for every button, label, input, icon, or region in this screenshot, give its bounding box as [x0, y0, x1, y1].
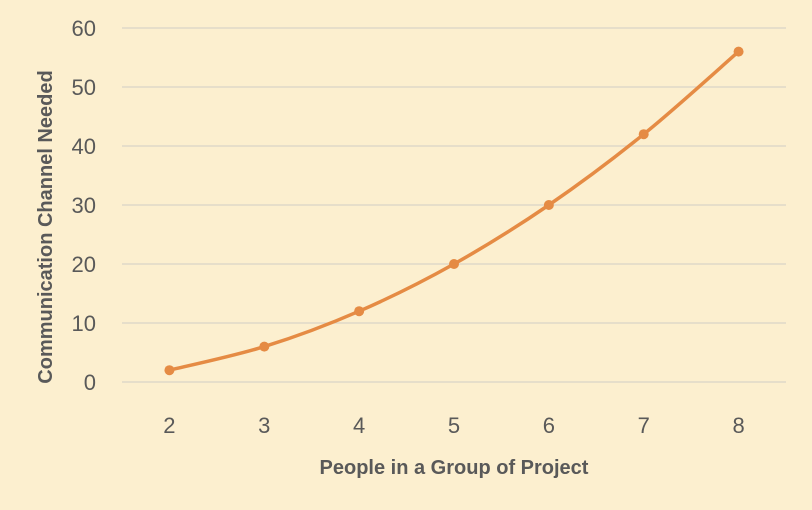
x-tick-label: 4: [353, 413, 365, 438]
y-tick-label: 10: [72, 311, 96, 336]
y-tick-label: 0: [84, 370, 96, 395]
data-point: [164, 365, 175, 376]
data-point: [543, 200, 554, 210]
y-tick-label: 30: [72, 193, 96, 218]
y-tick-label: 40: [72, 134, 96, 159]
gridlines: [122, 27, 786, 383]
x-tick-label: 5: [448, 413, 460, 438]
y-axis-title: Communication Channel Needed: [35, 70, 57, 383]
y-tick-label: 20: [72, 252, 96, 277]
x-tick-label: 3: [258, 413, 270, 438]
series-group: [164, 46, 744, 376]
x-axis-ticks: 2 3 4 5 6 7 8: [163, 413, 744, 438]
data-point: [449, 259, 459, 269]
x-tick-label: 7: [638, 413, 650, 438]
data-point: [638, 129, 649, 140]
y-axis-ticks: 0 10 20 30 40 50 60: [72, 16, 96, 395]
x-axis-title: People in a Group of Project: [320, 457, 589, 479]
x-tick-label: 6: [543, 413, 555, 438]
data-point: [259, 341, 270, 352]
y-tick-label: 50: [72, 75, 96, 100]
x-tick-label: 2: [163, 413, 175, 438]
y-tick-label: 60: [72, 16, 96, 41]
data-point: [354, 306, 365, 317]
data-point: [733, 46, 744, 57]
x-tick-label: 8: [732, 413, 744, 438]
